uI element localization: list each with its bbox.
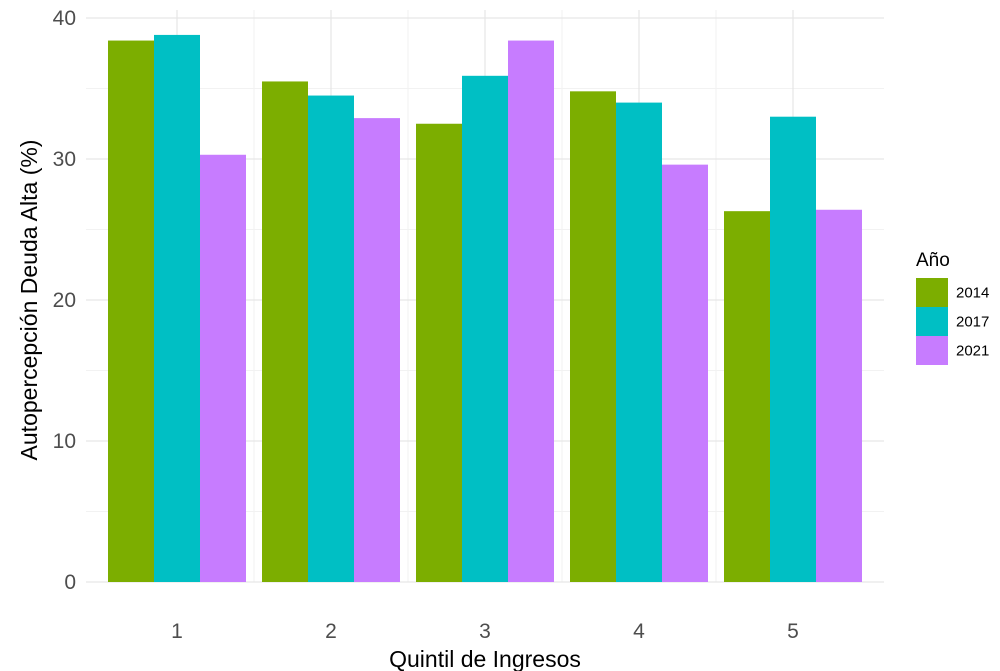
bar-2021-q4	[662, 164, 708, 582]
legend-label: 2014	[956, 285, 989, 302]
bar-2017-q4	[616, 102, 662, 582]
y-axis-ticks: 0 10 20 30 40	[53, 7, 76, 594]
x-axis-title: Quintil de Ingresos	[389, 646, 581, 671]
bar-2014-q3	[416, 123, 462, 582]
bar-2021-q3	[508, 40, 554, 583]
bar-2017-q5	[770, 116, 816, 582]
x-tick-label: 4	[633, 620, 645, 643]
legend-label: 2021	[956, 343, 989, 360]
bar-2014-q1	[108, 40, 154, 583]
bar-2017-q3	[462, 75, 508, 582]
bar-2021-q5	[816, 209, 862, 582]
x-tick-label: 1	[171, 620, 183, 643]
bars	[108, 34, 862, 583]
x-tick-label: 2	[325, 620, 337, 643]
bar-2021-q2	[354, 118, 400, 583]
legend-key-2014	[916, 278, 948, 307]
x-axis-ticks: 1 2 3 4 5	[171, 620, 799, 643]
y-tick-label: 30	[53, 148, 76, 171]
bar-2017-q2	[308, 95, 354, 583]
legend-key-2021	[916, 336, 948, 365]
bar-2014-q5	[724, 211, 770, 583]
y-tick-label: 10	[53, 430, 76, 453]
y-axis-title: Autopercepción Deuda Alta (%)	[16, 140, 42, 461]
y-tick-label: 20	[53, 289, 76, 312]
bar-2014-q4	[570, 91, 616, 582]
bar-2021-q1	[200, 154, 246, 582]
legend-title: Año	[916, 250, 950, 271]
x-tick-label: 3	[479, 620, 491, 643]
legend: Año 2014 2017 2021	[916, 250, 989, 365]
bar-2017-q1	[154, 34, 200, 583]
bar-2014-q2	[262, 81, 308, 582]
legend-key-2017	[916, 307, 948, 336]
y-tick-label: 40	[53, 7, 76, 30]
x-tick-label: 5	[787, 620, 799, 643]
legend-label: 2017	[956, 314, 989, 331]
y-tick-label: 0	[64, 571, 76, 594]
